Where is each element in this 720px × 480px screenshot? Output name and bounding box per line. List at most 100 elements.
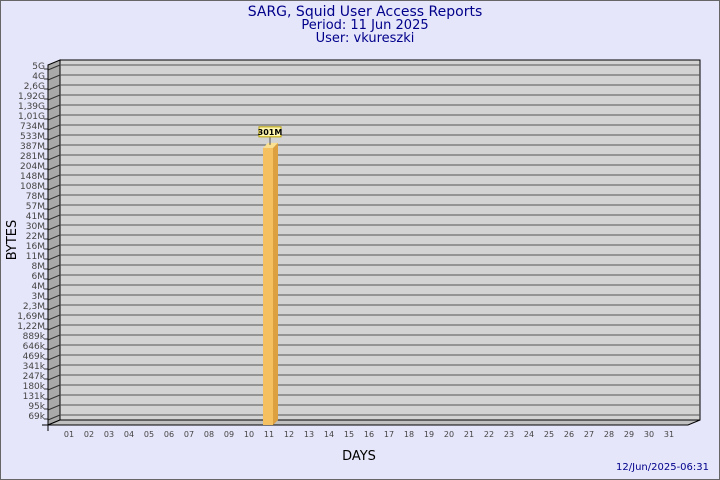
y-tick-label: 1,39G xyxy=(18,102,45,112)
gridline-side xyxy=(47,134,61,141)
y-tick-label: 11M xyxy=(26,252,45,262)
x-tick-label: 18 xyxy=(404,430,414,439)
gridline-side xyxy=(47,314,61,321)
y-tick-label: 469k xyxy=(23,352,46,362)
x-tick-label: 13 xyxy=(304,430,314,439)
x-tick-label: 10 xyxy=(244,430,254,439)
gridline-side xyxy=(47,244,61,251)
y-tick-label: 2,3M xyxy=(23,302,45,312)
gridline-side xyxy=(47,274,61,281)
y-tick-label: 1,01G xyxy=(18,112,45,122)
y-tick-label: 889k xyxy=(23,332,46,342)
x-tick-label: 02 xyxy=(84,430,94,439)
y-tick-label: 131k xyxy=(23,392,46,402)
x-tick-label: 07 xyxy=(184,430,194,439)
y-tick-label: 1,69M xyxy=(17,312,45,322)
y-tick-label: 30M xyxy=(26,222,45,232)
plot-side-wall xyxy=(47,59,61,426)
gridline-side xyxy=(47,334,61,341)
x-tick-label: 22 xyxy=(484,430,494,439)
y-tick-label: 4G xyxy=(32,72,45,82)
x-tick-label: 12 xyxy=(284,430,294,439)
gridline-side xyxy=(47,104,61,111)
x-tick-label: 05 xyxy=(144,430,154,439)
gridline-side xyxy=(47,174,61,181)
gridline-side xyxy=(47,94,61,101)
y-tick-label: 1,22M xyxy=(17,322,45,332)
y-tick-label: 41M xyxy=(26,212,45,222)
bar-top xyxy=(263,142,278,148)
y-tick-label: 2,6G xyxy=(24,82,45,92)
gridline-side xyxy=(47,84,61,91)
gridline-side xyxy=(47,204,61,211)
y-tick-label: 95k xyxy=(28,402,45,412)
x-tick-label: 14 xyxy=(324,430,334,439)
gridline-side xyxy=(47,234,61,241)
x-tick-label: 17 xyxy=(384,430,394,439)
x-tick-label: 28 xyxy=(604,430,614,439)
y-tick-label: 108M xyxy=(20,182,45,192)
gridline-side xyxy=(47,354,61,361)
bar-side xyxy=(273,142,278,425)
bar-front xyxy=(263,147,273,425)
gridline-side xyxy=(47,154,61,161)
gridline-side xyxy=(47,384,61,391)
x-tick-label: 01 xyxy=(64,430,74,439)
x-tick-label: 03 xyxy=(104,430,114,439)
gridline-side xyxy=(47,374,61,381)
gridline-side xyxy=(47,284,61,291)
y-tick-label: 4M xyxy=(32,282,46,292)
x-tick-label: 19 xyxy=(424,430,434,439)
x-tick-label: 30 xyxy=(644,430,654,439)
x-tick-label: 16 xyxy=(364,430,374,439)
y-tick-label: 16M xyxy=(26,242,45,252)
x-tick-label: 21 xyxy=(464,430,474,439)
y-tick-label: 57M xyxy=(26,202,45,212)
y-tick-label: 69k xyxy=(28,412,45,422)
x-tick-label: 06 xyxy=(164,430,174,439)
x-tick-label: 09 xyxy=(224,430,234,439)
gridline-side xyxy=(47,114,61,121)
timestamp: 12/Jun/2025-06:31 xyxy=(616,462,709,473)
y-tick-label: 533M xyxy=(20,132,45,142)
y-tick-label: 646k xyxy=(23,342,46,352)
y-tick-label: 387M xyxy=(20,142,45,152)
y-tick-label: 1,92G xyxy=(18,92,45,102)
y-tick-label: 8M xyxy=(32,262,46,272)
y-tick-label: 247k xyxy=(23,372,46,382)
x-tick-label: 25 xyxy=(544,430,554,439)
gridline-side xyxy=(47,224,61,231)
gridline-side xyxy=(47,64,61,71)
data-label: 301M xyxy=(258,128,283,137)
x-tick-label: 20 xyxy=(444,430,454,439)
y-tick-label: 3M xyxy=(32,292,46,302)
y-tick-label: 22M xyxy=(26,232,45,242)
y-tick-label: 204M xyxy=(20,162,45,172)
y-axis-label: BYTES xyxy=(5,220,20,261)
gridline-side xyxy=(47,404,61,411)
gridline-side xyxy=(47,264,61,271)
x-tick-label: 23 xyxy=(504,430,514,439)
gridline-side xyxy=(47,324,61,331)
x-tick-label: 11 xyxy=(264,430,274,439)
gridline-side xyxy=(47,344,61,351)
gridline-side xyxy=(47,144,61,151)
x-tick-label: 24 xyxy=(524,430,534,439)
x-tick-label: 29 xyxy=(624,430,634,439)
x-tick-label: 04 xyxy=(124,430,134,439)
gridline-side xyxy=(47,364,61,371)
y-tick-label: 341k xyxy=(23,362,46,372)
gridline-side xyxy=(47,184,61,191)
y-tick-label: 734M xyxy=(20,122,45,132)
plot-floor xyxy=(47,419,701,426)
data-label-box xyxy=(258,126,282,138)
x-tick-label: 31 xyxy=(664,430,674,439)
y-tick-label: 6M xyxy=(32,272,46,282)
x-axis-label: DAYS xyxy=(342,449,376,464)
y-tick-label: 78M xyxy=(26,192,45,202)
chart-period: Period: 11 Jun 2025 xyxy=(301,18,428,33)
y-tick-label: 148M xyxy=(20,172,45,182)
gridline-side xyxy=(47,304,61,311)
x-tick-label: 26 xyxy=(564,430,574,439)
chart-title: SARG, Squid User Access Reports xyxy=(248,4,483,20)
